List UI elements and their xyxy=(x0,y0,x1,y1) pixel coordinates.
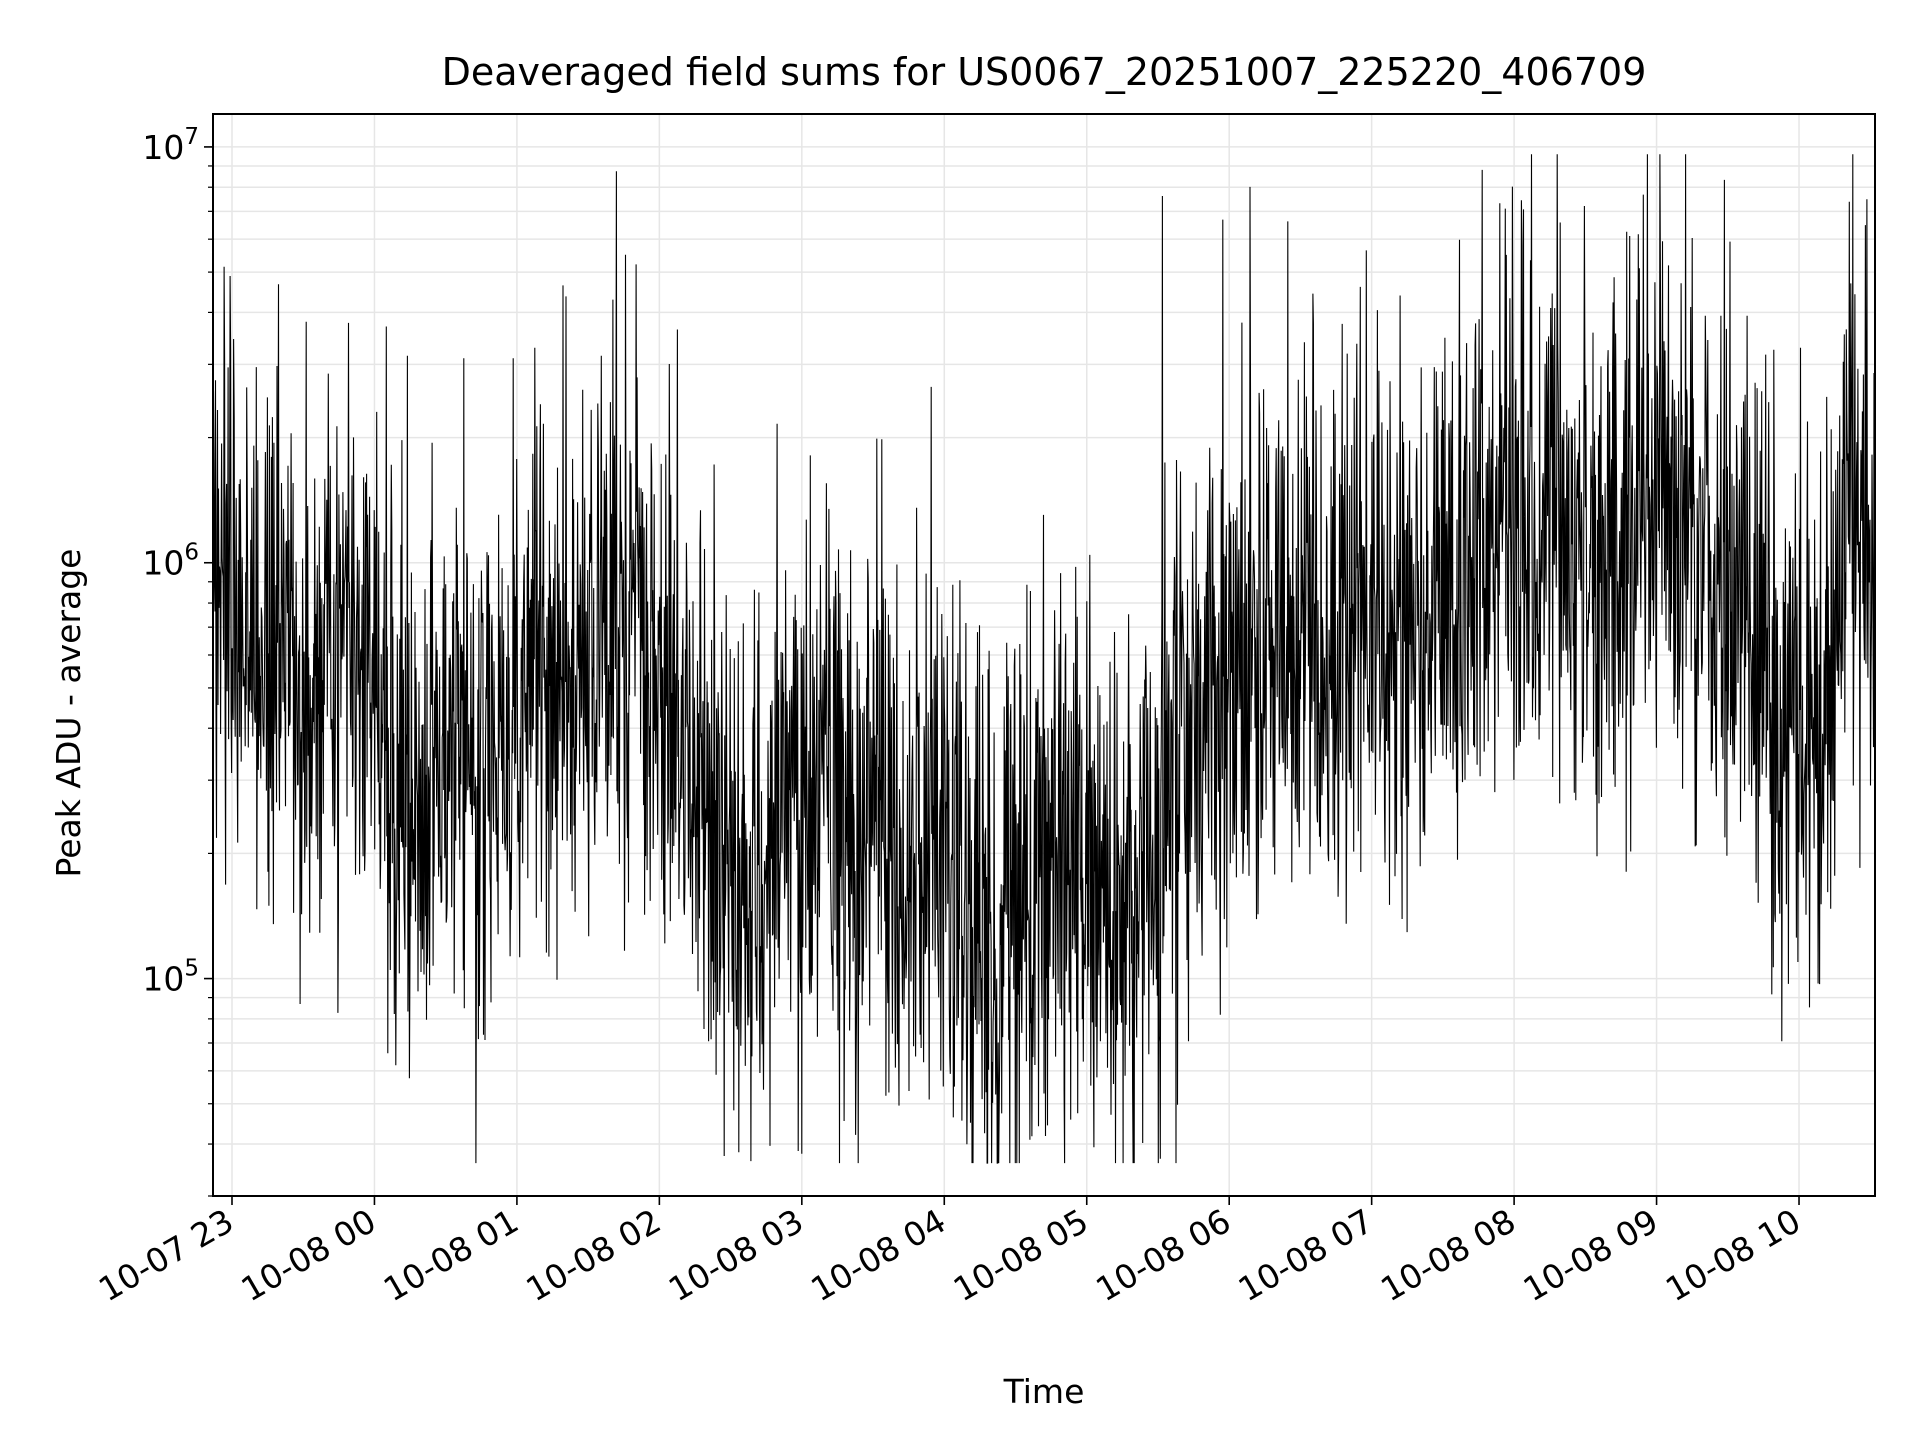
data-layer xyxy=(212,154,1876,1164)
y-tick-label: 105 xyxy=(142,956,199,999)
y-axis-label: Peak ADU - average xyxy=(49,549,88,878)
y-tick-label: 106 xyxy=(142,540,199,583)
x-tick-label: 10-08 08 xyxy=(1374,1201,1522,1309)
x-tick-label: 10-08 09 xyxy=(1517,1201,1665,1309)
x-tick-label: 10-08 03 xyxy=(662,1201,810,1309)
x-tick-label: 10-08 01 xyxy=(377,1201,525,1309)
y-tick-label: 107 xyxy=(142,124,199,167)
x-tick-label: 10-08 04 xyxy=(804,1201,952,1309)
x-tick-label: 10-08 06 xyxy=(1089,1201,1237,1309)
x-tick-label: 10-07 23 xyxy=(92,1201,240,1309)
x-axis-label: Time xyxy=(1003,1372,1085,1411)
x-tick-label: 10-08 10 xyxy=(1659,1201,1807,1309)
x-tick-label: 10-08 00 xyxy=(234,1201,382,1309)
x-tick-label: 10-08 02 xyxy=(519,1201,667,1309)
x-tick-label: 10-08 07 xyxy=(1232,1201,1380,1309)
series-line xyxy=(212,154,1876,1164)
chart-title: Deaveraged field sums for US0067_2025100… xyxy=(442,50,1647,94)
x-tick-label: 10-08 05 xyxy=(947,1201,1095,1309)
